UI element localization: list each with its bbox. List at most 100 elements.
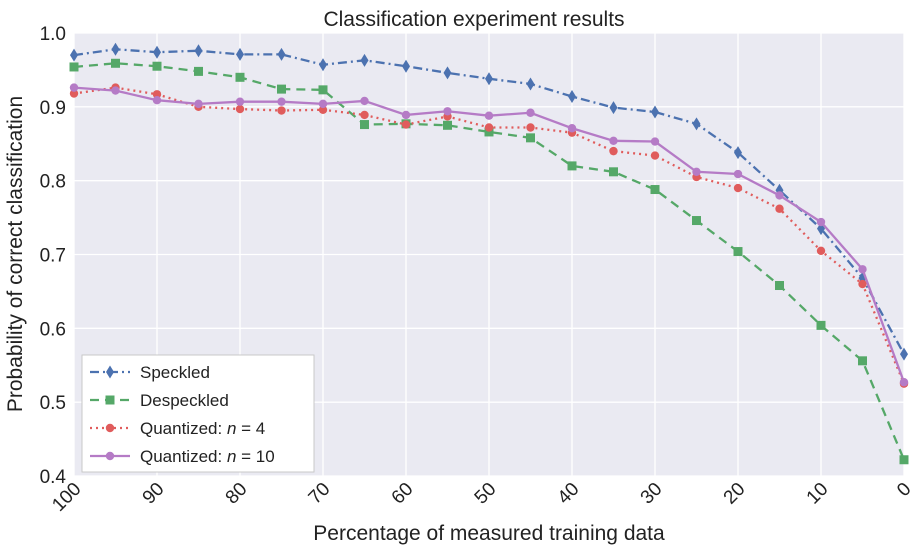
data-point: [318, 105, 328, 114]
y-tick-labels: 0.4 0.5 0.6 0.7 0.8 0.9 1.0: [40, 24, 67, 488]
y-tick-label: 0.6: [40, 319, 66, 340]
legend-label-suffix: = 10: [236, 447, 274, 466]
y-tick-label: 0.7: [40, 246, 66, 267]
data-point: [235, 97, 245, 106]
data-point: [484, 127, 494, 137]
data-point: [360, 53, 369, 67]
data-point: [235, 72, 245, 82]
data-point: [775, 204, 784, 213]
data-point: [816, 246, 826, 256]
legend-swatch-marker: [105, 395, 115, 405]
y-tick-label: 0.8: [40, 172, 66, 193]
data-point: [443, 107, 452, 116]
legend-label-suffix: = 4: [236, 419, 265, 438]
data-point: [194, 66, 203, 76]
data-point: [650, 151, 660, 160]
y-tick-label: 0.4: [40, 467, 67, 488]
data-point: [858, 279, 867, 289]
data-point: [318, 99, 328, 109]
data-point: [485, 72, 493, 86]
data-point: [152, 61, 162, 71]
y-axis-title: Probability of correct classification: [4, 96, 27, 412]
data-point: [733, 247, 743, 257]
data-point: [692, 117, 701, 131]
data-point: [484, 111, 494, 120]
data-point: [899, 455, 909, 465]
data-point: [69, 83, 79, 92]
series-0: [70, 42, 908, 361]
data-point: [194, 99, 203, 109]
data-point: [401, 120, 411, 129]
chart-title: Classification experiment results: [323, 8, 624, 31]
data-point: [609, 167, 618, 177]
x-tick-label: 10: [803, 479, 833, 509]
data-point: [816, 320, 826, 330]
data-point: [484, 123, 494, 132]
data-point: [277, 47, 286, 61]
data-point: [401, 110, 411, 120]
x-tick-labels: 100 90 80 70 60 50 40 30 20 10 0: [48, 479, 912, 516]
data-point: [526, 123, 535, 132]
data-point: [692, 216, 701, 226]
data-point: [319, 58, 327, 72]
data-point: [899, 378, 909, 387]
data-point: [69, 62, 79, 72]
data-point: [567, 161, 577, 171]
legend-item: Despeckled: [90, 391, 229, 410]
data-point: [567, 124, 577, 133]
data-point: [650, 185, 660, 195]
data-point: [858, 356, 867, 366]
data-point: [858, 265, 867, 274]
data-point: [900, 347, 908, 361]
data-point: [70, 48, 78, 62]
legend-label: Quantized: n = 10: [140, 447, 275, 466]
legend-item: Speckled: [90, 363, 210, 382]
x-tick-label: 30: [637, 479, 667, 509]
x-tick-label: 70: [305, 479, 335, 509]
data-point: [153, 45, 161, 59]
data-point: [609, 146, 618, 156]
data-point: [775, 191, 784, 200]
data-point: [111, 58, 120, 68]
legend-swatch-marker: [106, 365, 114, 379]
data-point: [277, 106, 286, 115]
data-point: [360, 120, 369, 130]
data-point: [816, 217, 826, 227]
data-point: [650, 137, 660, 146]
legend-label: Speckled: [140, 363, 210, 382]
legend-label: Quantized: n = 4: [140, 419, 265, 438]
data-point: [235, 104, 245, 114]
x-tick-label: 20: [720, 479, 750, 509]
data-point: [651, 105, 659, 119]
data-point: [402, 59, 410, 73]
legend-label-prefix: Quantized:: [140, 447, 227, 466]
data-point: [443, 66, 452, 80]
data-point: [609, 136, 618, 145]
data-point: [526, 133, 535, 143]
data-point: [194, 44, 203, 58]
series-3: [69, 83, 909, 387]
x-tick-label: 0: [893, 479, 912, 501]
legend-item: Quantized: n = 4: [90, 419, 265, 438]
legend-item: Quantized: n = 10: [90, 447, 275, 466]
data-point: [733, 169, 743, 179]
x-tick-label: 60: [388, 479, 418, 509]
data-point: [443, 120, 452, 130]
data-point: [733, 183, 743, 193]
legend-swatch-marker: [105, 423, 115, 433]
data-point: [692, 167, 701, 177]
data-point: [69, 89, 79, 98]
data-point: [277, 97, 286, 106]
data-point: [526, 108, 535, 117]
data-point: [152, 95, 162, 105]
data-point: [318, 85, 328, 95]
x-axis-title: Percentage of measured training data: [313, 522, 665, 545]
data-point: [277, 84, 286, 94]
x-tick-label: 80: [222, 479, 252, 509]
data-point: [236, 47, 244, 61]
data-point: [568, 89, 576, 103]
legend-swatch-marker: [105, 451, 115, 461]
legend-label-variable: n: [227, 447, 236, 466]
legend-box: [81, 354, 315, 473]
